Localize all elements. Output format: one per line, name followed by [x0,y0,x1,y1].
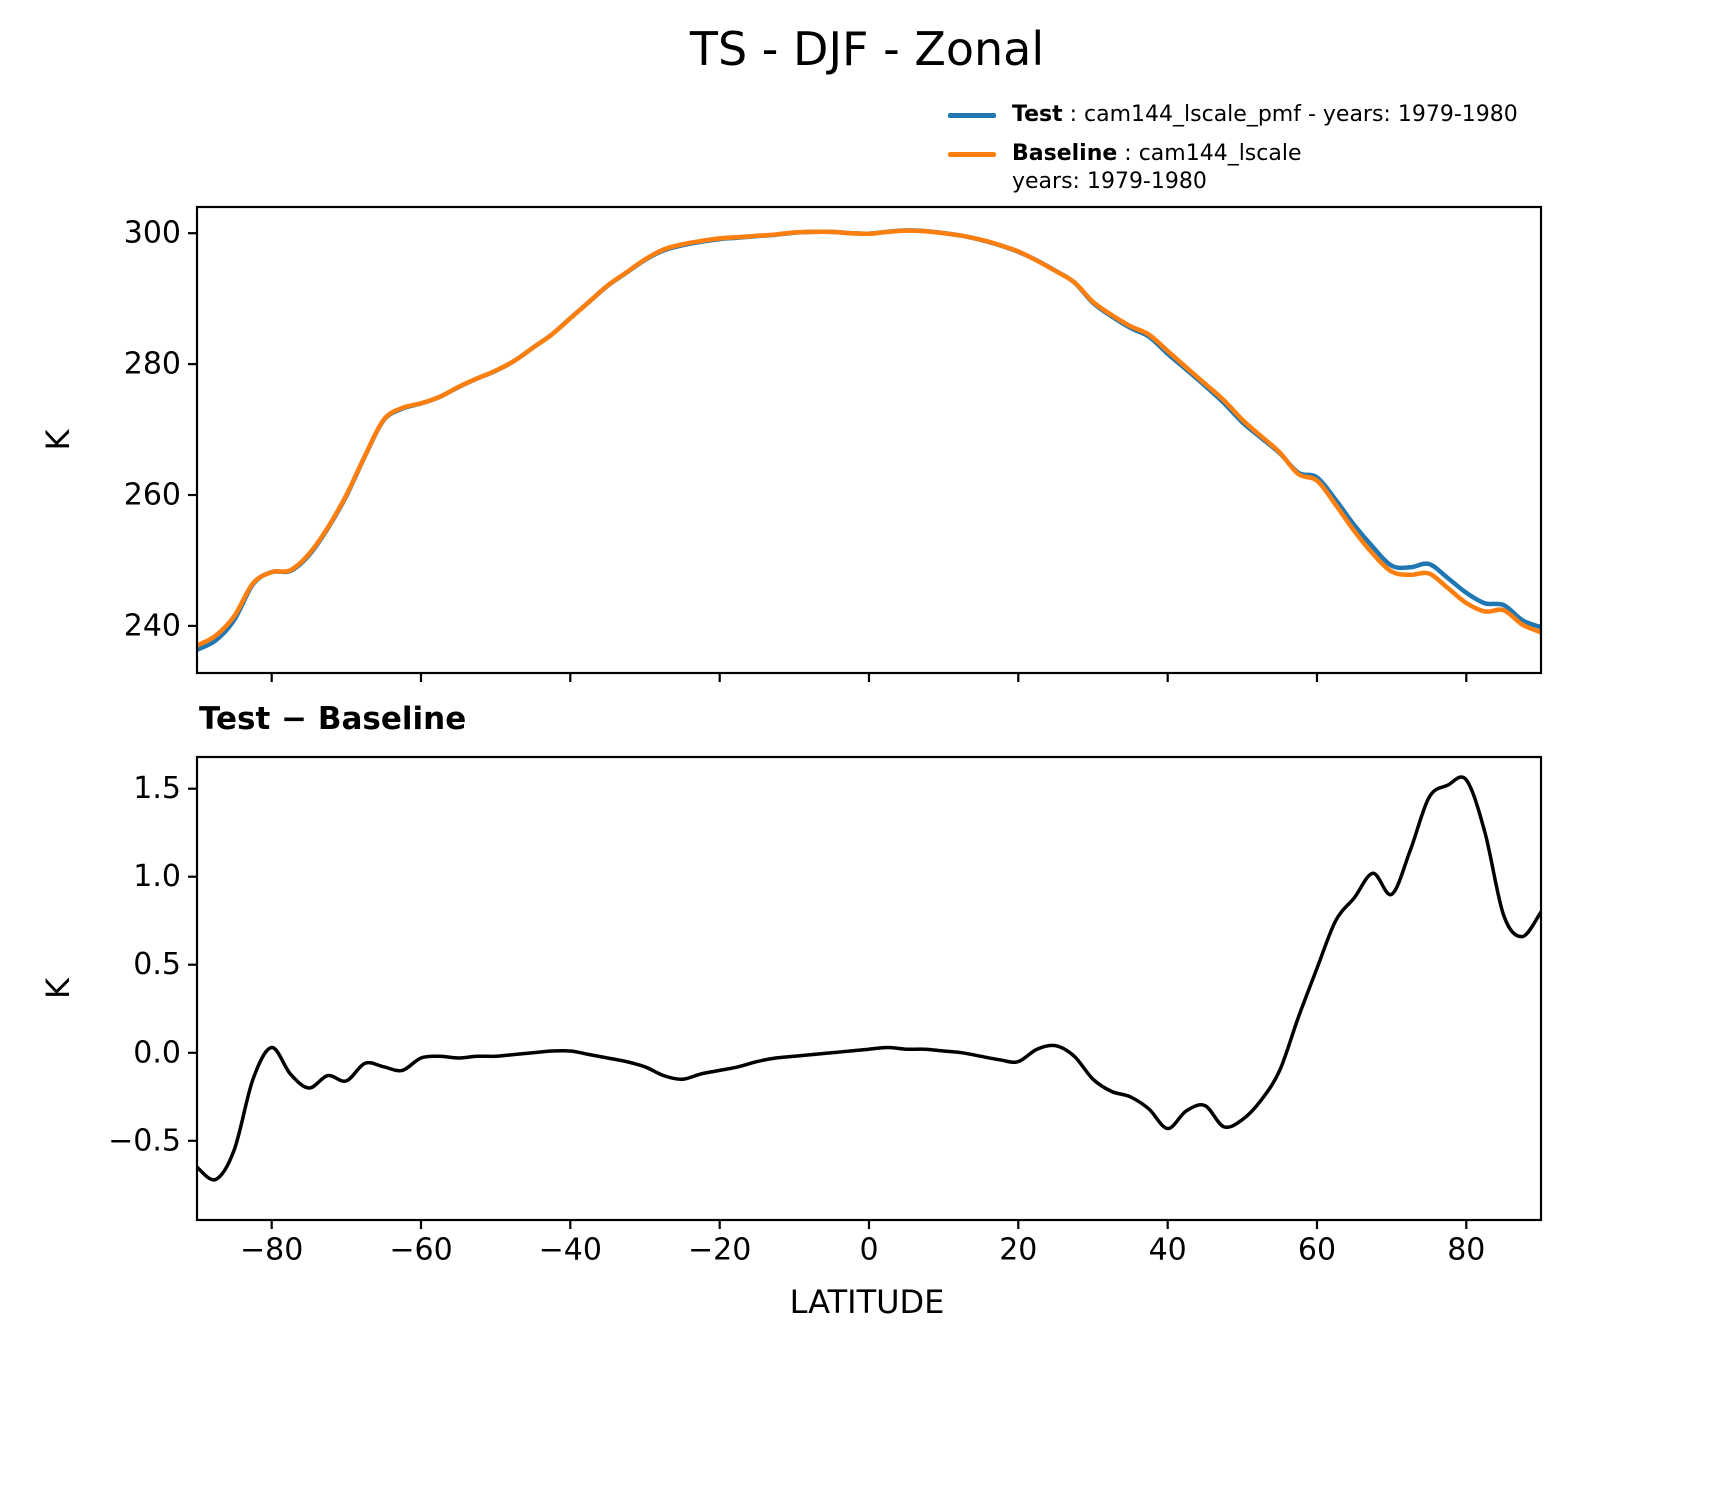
diff-panel-title: Test − Baseline [199,701,467,737]
y-tick-label: 1.5 [133,771,181,806]
y-tick-label: 260 [124,478,181,513]
legend-baseline-rest: : cam144_lscale [1117,141,1302,166]
x-tick-label: 20 [999,1233,1037,1268]
x-axis-label: LATITUDE [789,1283,945,1321]
y-tick-label: 0.0 [133,1035,181,1070]
legend-test-rest: : cam144_lscale_pmf - years: 1979-1980 [1062,102,1518,127]
x-tick-label: 40 [1149,1233,1187,1268]
x-tick-label: 80 [1447,1233,1485,1268]
y-tick-label: 1.0 [133,859,181,894]
legend-label-baseline: Baseline : cam144_lscale years: 1979-198… [1012,140,1302,196]
y-tick-label: −0.5 [108,1123,181,1158]
y-axis-label: K [39,428,77,450]
x-tick-label: −60 [389,1233,452,1268]
baseline-line-swatch-icon [948,152,996,157]
x-tick-label: −20 [688,1233,751,1268]
plot-area-1 [197,775,1541,1182]
test-line-swatch-icon [948,113,996,118]
baseline-line [197,228,1541,648]
plot-area-0 [197,228,1541,653]
x-tick-label: 0 [859,1233,878,1268]
legend-item-test: Test : cam144_lscale_pmf - years: 1979-1… [948,101,1518,129]
y-tick-label: 300 [124,216,181,251]
test-minus-baseline-line [197,775,1541,1182]
y-axis-label: K [39,977,77,999]
legend-item-baseline: Baseline : cam144_lscale years: 1979-198… [948,140,1518,196]
y-tick-label: 280 [124,347,181,382]
x-tick-label: 60 [1298,1233,1336,1268]
page-title: TS - DJF - Zonal [689,22,1045,76]
axes-spine [195,205,1543,675]
x-tick-label: −40 [539,1233,602,1268]
legend: Test : cam144_lscale_pmf - years: 1979-1… [948,101,1518,207]
y-tick-label: 240 [124,608,181,643]
axes-spine [195,755,1543,1222]
legend-baseline-bold: Baseline [1012,141,1118,166]
y-tick-label: 0.5 [133,947,181,982]
legend-label-test: Test : cam144_lscale_pmf - years: 1979-1… [1012,101,1518,129]
legend-baseline-line2: years: 1979-1980 [1012,169,1207,194]
legend-baseline-line1: Baseline : cam144_lscale [1012,140,1302,168]
x-tick-label: −80 [240,1233,303,1268]
legend-test-bold: Test [1012,102,1063,127]
test-line [197,228,1541,653]
